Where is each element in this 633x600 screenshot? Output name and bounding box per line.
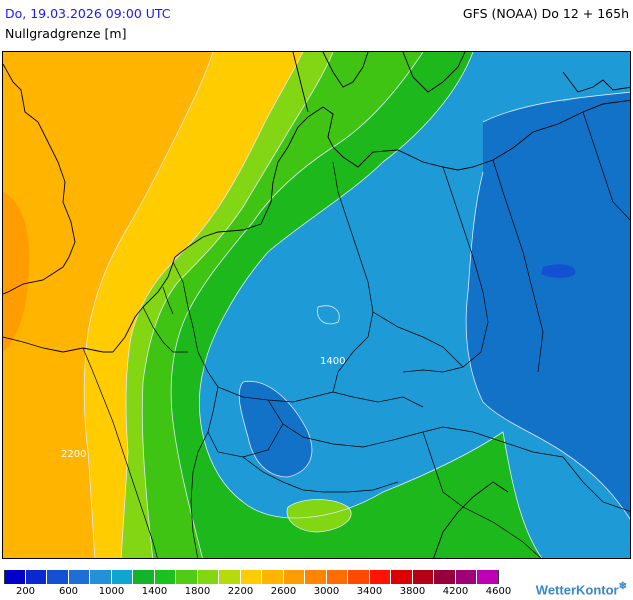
color-scale-tick-label: 1800 — [184, 586, 211, 597]
color-scale-tick-label: 600 — [58, 586, 79, 597]
color-swatch — [133, 570, 155, 584]
color-swatch — [369, 570, 391, 584]
color-scale-tick-label: 1400 — [141, 586, 168, 597]
color-swatch — [412, 570, 434, 584]
color-scale-tick-label: 3400 — [356, 586, 383, 597]
color-swatch — [154, 570, 176, 584]
color-swatch — [219, 570, 241, 584]
map-canvas: 1400 2200 — [3, 52, 630, 558]
contour-lines — [83, 52, 630, 558]
snowflake-icon: ❄ — [618, 581, 627, 592]
color-swatch — [176, 570, 198, 584]
zone-1000-pocket — [317, 305, 340, 324]
color-swatch — [305, 570, 327, 584]
color-swatch — [477, 570, 499, 584]
freezing-level-map: 1400 2200 — [2, 51, 631, 559]
color-swatch — [90, 570, 112, 584]
forecast-date: Do, 19.03.2026 09:00 UTC — [5, 6, 171, 21]
color-scale-tick-label: 2600 — [270, 586, 297, 597]
brand-logo: WetterKontor❄ — [536, 581, 627, 597]
color-scale-tick-label: 3000 — [313, 586, 340, 597]
color-scale-tick-label: 3800 — [399, 586, 426, 597]
parameter-title: Nullgradgrenze [m] — [5, 26, 127, 41]
zone-2600 — [3, 52, 213, 558]
color-swatch — [240, 570, 262, 584]
color-swatch — [197, 570, 219, 584]
country-borders — [82, 111, 630, 558]
zone-800 — [466, 92, 630, 519]
contour-label-2200: 2200 — [61, 449, 86, 460]
color-scale-tick-label: 2200 — [227, 586, 254, 597]
zone-1000-north — [563, 52, 630, 102]
color-scale-tick-label: 200 — [15, 586, 36, 597]
color-swatch — [348, 570, 370, 584]
color-swatch — [283, 570, 305, 584]
zone-600-pocket — [541, 264, 576, 278]
color-swatch — [4, 570, 26, 584]
color-swatch — [111, 570, 133, 584]
color-swatch — [47, 570, 69, 584]
color-scale-tick-label: 4600 — [485, 586, 512, 597]
color-swatch — [326, 570, 348, 584]
color-scale-bar — [4, 570, 499, 584]
color-swatch — [455, 570, 477, 584]
color-swatch — [262, 570, 284, 584]
color-swatch — [68, 570, 90, 584]
color-swatch — [391, 570, 413, 584]
model-run-info: GFS (NOAA) Do 12 + 165h — [462, 6, 629, 21]
color-swatch — [25, 570, 47, 584]
color-scale-tick-label: 1000 — [98, 586, 125, 597]
zone-3000 — [3, 192, 30, 352]
color-swatch — [434, 570, 456, 584]
color-scale-tick-label: 4200 — [442, 586, 469, 597]
contour-label-1400: 1400 — [320, 356, 345, 367]
brand-name: WetterKontor — [535, 582, 619, 598]
